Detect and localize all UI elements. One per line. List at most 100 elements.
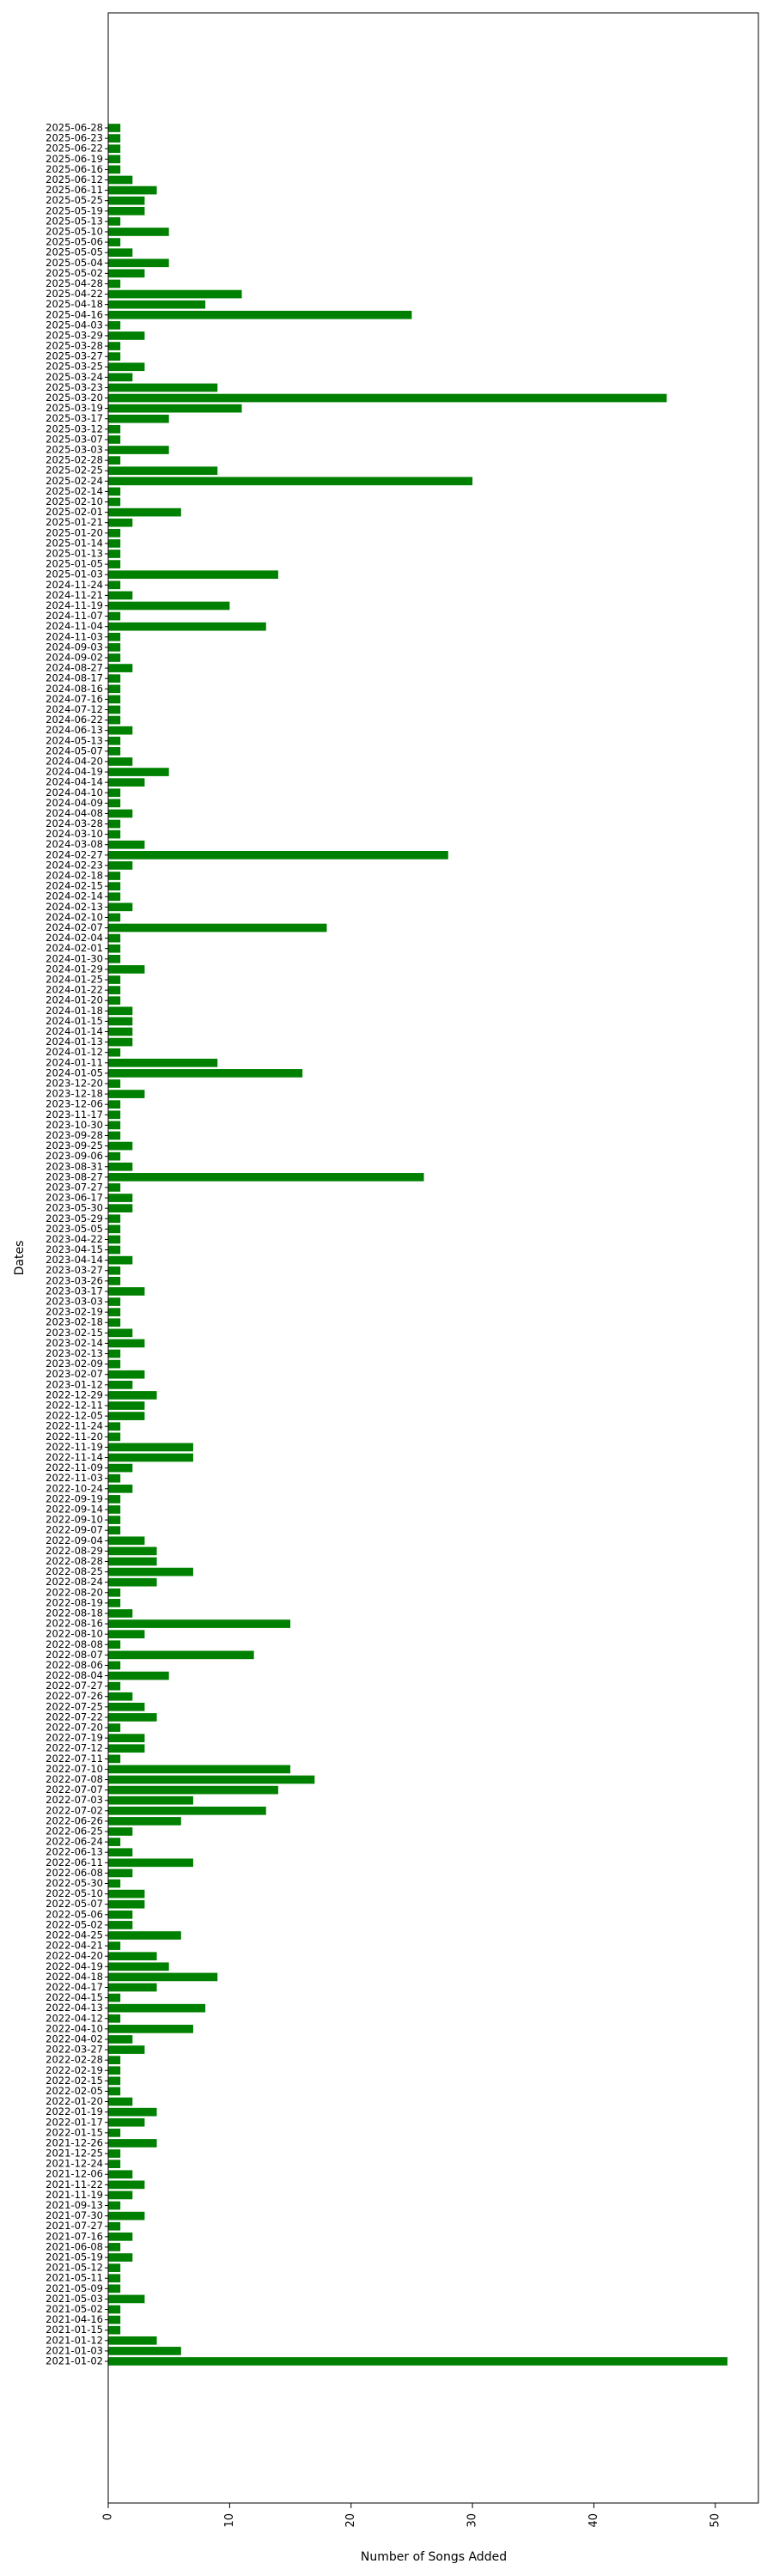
bar <box>108 2294 145 2304</box>
y-tick-label: 2022-06-24 <box>46 1836 103 1848</box>
bar <box>108 1349 121 1358</box>
y-tick-label: 2023-02-07 <box>46 1368 103 1380</box>
y-tick-label: 2022-08-24 <box>46 1576 103 1588</box>
y-tick-label: 2024-02-01 <box>46 942 103 954</box>
bar <box>108 2035 133 2044</box>
y-tick-label: 2024-08-16 <box>46 683 103 695</box>
y-tick-label: 2024-06-22 <box>46 714 103 726</box>
bar <box>108 1183 121 1192</box>
y-tick-label: 2023-08-27 <box>46 1170 103 1182</box>
y-tick-label: 2025-03-24 <box>46 371 103 383</box>
y-tick-label: 2022-08-08 <box>46 1638 103 1650</box>
y-tick-label: 2024-11-21 <box>46 589 103 601</box>
y-tick-label: 2022-08-10 <box>46 1628 103 1640</box>
bar <box>108 1391 157 1400</box>
y-tick-label: 2025-05-02 <box>46 267 103 279</box>
bar <box>108 373 133 382</box>
y-tick-label: 2023-02-14 <box>46 1337 103 1349</box>
bar <box>108 1297 121 1306</box>
bar <box>108 477 473 486</box>
y-tick-label: 2024-01-29 <box>46 963 103 975</box>
bar <box>108 778 145 787</box>
bar <box>108 1048 121 1057</box>
bar <box>108 383 218 392</box>
y-tick-label: 2022-12-05 <box>46 1410 103 1422</box>
bar <box>108 238 121 246</box>
y-tick-label: 2022-06-08 <box>46 1867 103 1879</box>
bar <box>108 424 121 434</box>
y-tick-label: 2021-01-03 <box>46 2344 103 2356</box>
y-tick-label: 2022-08-04 <box>46 1669 103 1681</box>
y-tick-label: 2023-03-27 <box>46 1264 103 1276</box>
bar <box>108 1287 145 1296</box>
y-tick-label: 2021-07-16 <box>46 2230 103 2242</box>
bar <box>108 165 121 174</box>
y-tick-label: 2025-06-28 <box>46 122 103 134</box>
y-tick-label: 2022-02-28 <box>46 2054 103 2066</box>
y-tick-label: 2025-03-28 <box>46 340 103 352</box>
bar <box>108 1173 424 1182</box>
bar <box>108 2003 206 2013</box>
y-tick-label: 2022-11-03 <box>46 1472 103 1484</box>
y-tick-label: 2023-07-27 <box>46 1181 103 1193</box>
bar <box>108 1557 157 1566</box>
bar <box>108 882 121 890</box>
y-tick-label: 2022-04-25 <box>46 1929 103 1941</box>
bar <box>108 861 133 870</box>
bar <box>108 414 169 423</box>
bar <box>108 570 278 580</box>
y-tick-label: 2022-10-24 <box>46 1482 103 1494</box>
y-tick-label: 2022-03-27 <box>46 2044 103 2056</box>
y-tick-label: 2024-04-09 <box>46 797 103 809</box>
y-tick-label: 2022-07-27 <box>46 1680 103 1692</box>
bar <box>108 1121 121 1130</box>
bar <box>108 757 133 766</box>
y-tick-label: 2024-07-16 <box>46 693 103 705</box>
y-tick-label: 2022-06-26 <box>46 1814 103 1826</box>
bar <box>108 435 121 444</box>
bar <box>108 819 121 829</box>
bar <box>108 1806 266 1815</box>
bar <box>108 175 133 185</box>
bar <box>108 1567 193 1577</box>
bar <box>108 1141 133 1151</box>
bar <box>108 248 133 258</box>
bar <box>108 986 121 994</box>
y-tick-label: 2022-07-20 <box>46 1722 103 1734</box>
bar <box>108 2170 133 2179</box>
bar <box>108 1899 145 1909</box>
bar <box>108 788 121 798</box>
bar <box>108 809 133 818</box>
y-tick-label: 2025-03-12 <box>46 422 103 434</box>
bar <box>108 1703 145 1711</box>
y-tick-label: 2025-06-11 <box>46 184 103 196</box>
bar <box>108 1734 145 1742</box>
bar <box>108 560 121 568</box>
y-tick-label: 2022-06-11 <box>46 1856 103 1868</box>
y-tick-label: 2025-02-25 <box>46 465 103 477</box>
y-tick-label: 2022-08-19 <box>46 1596 103 1608</box>
bar <box>108 1422 121 1431</box>
y-tick-label: 2024-01-12 <box>46 1046 103 1058</box>
bar <box>108 528 121 538</box>
bar <box>108 1868 133 1878</box>
bar <box>108 2253 133 2262</box>
y-tick-label: 2023-05-29 <box>46 1212 103 1224</box>
bar <box>108 580 121 590</box>
bar <box>108 1339 145 1348</box>
y-tick-label: 2022-04-20 <box>46 1950 103 1962</box>
y-tick-label: 2021-11-19 <box>46 2189 103 2201</box>
y-tick-label: 2024-03-10 <box>46 828 103 840</box>
y-tick-label: 2023-02-09 <box>46 1358 103 1370</box>
bar <box>108 611 121 621</box>
bar <box>108 1650 254 1660</box>
y-tick-label: 2022-07-25 <box>46 1700 103 1712</box>
y-tick-label: 2023-03-03 <box>46 1296 103 1308</box>
bar <box>108 799 121 808</box>
bar <box>108 2315 121 2324</box>
y-tick-label: 2022-06-13 <box>46 1846 103 1858</box>
bar <box>108 185 157 195</box>
bar <box>108 1941 121 1950</box>
y-tick-label: 2024-11-24 <box>46 579 103 591</box>
bar <box>108 1412 145 1420</box>
